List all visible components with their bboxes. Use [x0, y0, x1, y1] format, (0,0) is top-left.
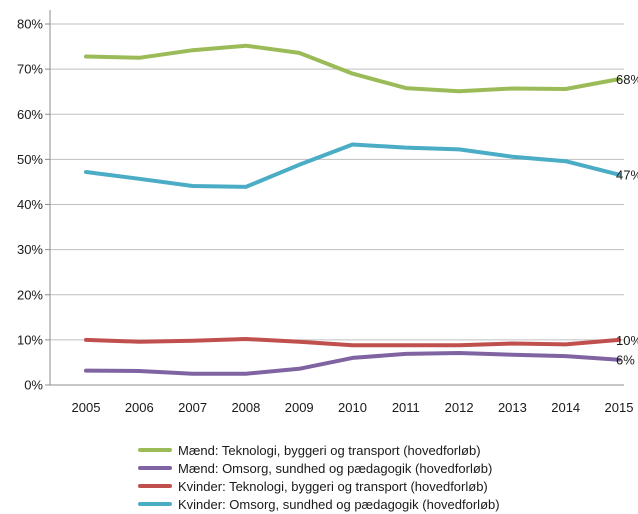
- series-end-label: 10%: [616, 333, 638, 348]
- x-tick-label: 2013: [498, 400, 527, 415]
- legend-swatch: [138, 466, 172, 470]
- axes: 0% 10% 20% 30% 40% 50% 60% 70% 80% 2005 2006 2007 20…: [17, 10, 633, 415]
- x-tick-label: 2015: [605, 400, 634, 415]
- series-line: [84, 351, 621, 376]
- y-tick-label: 80%: [17, 17, 43, 32]
- y-tick-label: 70%: [17, 62, 43, 77]
- legend-label: Mænd: Teknologi, byggeri og transport (h…: [178, 442, 481, 458]
- y-tick-label: 60%: [17, 107, 43, 122]
- series-lines: [84, 43, 621, 376]
- x-tick-label: 2010: [338, 400, 367, 415]
- legend: Mænd: Teknologi, byggeri og transport (h…: [138, 441, 618, 513]
- legend-item: Mænd: Omsorg, sundhed og pædagogik (hove…: [138, 459, 618, 477]
- legend-swatch: [138, 502, 172, 506]
- series-line: [84, 142, 621, 189]
- x-tick-label: 2006: [125, 400, 154, 415]
- legend-item: Mænd: Teknologi, byggeri og transport (h…: [138, 441, 618, 459]
- legend-swatch: [138, 484, 172, 488]
- y-tick-label: 30%: [17, 242, 43, 257]
- x-tick-label: 2007: [178, 400, 207, 415]
- x-tick-label: 2008: [231, 400, 260, 415]
- gridlines: [50, 23, 624, 341]
- series-end-label: 47%: [616, 168, 638, 183]
- y-tick-label: 50%: [17, 152, 43, 167]
- x-tick-label: 2011: [392, 400, 420, 415]
- legend-label: Kvinder: Teknologi, byggeri og transport…: [178, 478, 488, 494]
- series-end-label: 6%: [616, 353, 635, 368]
- y-tick-label: 10%: [17, 332, 43, 347]
- legend-label: Mænd: Omsorg, sundhed og pædagogik (hove…: [178, 460, 493, 476]
- end-labels: 68% 6% 10% 47%: [616, 72, 638, 368]
- series-line: [84, 337, 621, 348]
- x-tick-label: 2009: [285, 400, 314, 415]
- y-tick-label: 40%: [17, 197, 43, 212]
- legend-swatch: [138, 448, 172, 452]
- x-tick-label: 2012: [445, 400, 474, 415]
- legend-item: Kvinder: Omsorg, sundhed og pædagogik (h…: [138, 495, 618, 513]
- y-tick-label: 0%: [24, 378, 43, 393]
- legend-item: Kvinder: Teknologi, byggeri og transport…: [138, 477, 618, 495]
- legend-label: Kvinder: Omsorg, sundhed og pædagogik (h…: [178, 496, 500, 512]
- y-tick-label: 20%: [17, 287, 43, 302]
- x-tick-label: 2014: [551, 400, 580, 415]
- series-end-label: 68%: [616, 72, 638, 87]
- series-line: [84, 43, 621, 94]
- x-tick-label: 2005: [72, 400, 101, 415]
